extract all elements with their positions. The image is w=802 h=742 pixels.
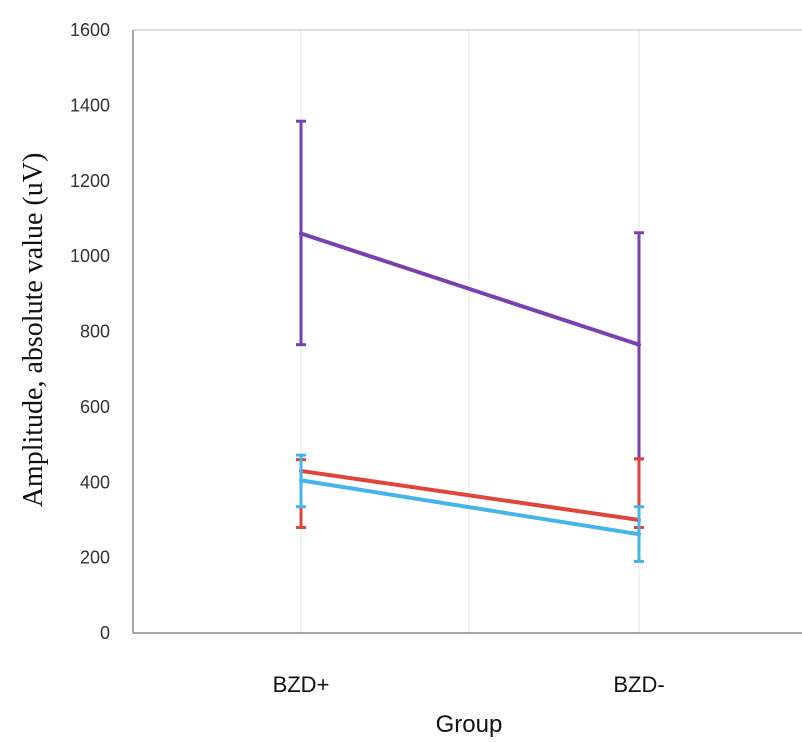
y-tick-label: 400 xyxy=(80,472,110,492)
y-tick-label: 1200 xyxy=(70,171,110,191)
y-tick-label: 1600 xyxy=(70,20,110,40)
y-tick-label: 1400 xyxy=(70,95,110,115)
x-category-label: BZD- xyxy=(613,672,664,697)
y-tick-label: 200 xyxy=(80,548,110,568)
y-tick-labels: 0 200 400 600 800 1000 1200 1400 1600 xyxy=(70,20,110,643)
y-tick-label: 0 xyxy=(100,623,110,643)
x-axis-title: Group xyxy=(436,711,503,738)
series-2 xyxy=(296,453,644,563)
y-tick-label: 600 xyxy=(80,397,110,417)
series-line xyxy=(299,478,641,537)
series-group xyxy=(296,119,644,563)
series-0 xyxy=(296,119,644,461)
series-line xyxy=(299,468,641,522)
y-tick-label: 800 xyxy=(80,322,110,342)
series-line xyxy=(299,231,641,347)
vertical-gridlines xyxy=(300,30,640,633)
y-tick-label: 1000 xyxy=(70,246,110,266)
x-category-labels: BZD+ BZD- xyxy=(273,672,665,697)
x-category-label: BZD+ xyxy=(273,672,330,697)
series-1 xyxy=(296,457,644,529)
y-axis-title: Amplitude, absolute value (uV) xyxy=(18,153,49,508)
